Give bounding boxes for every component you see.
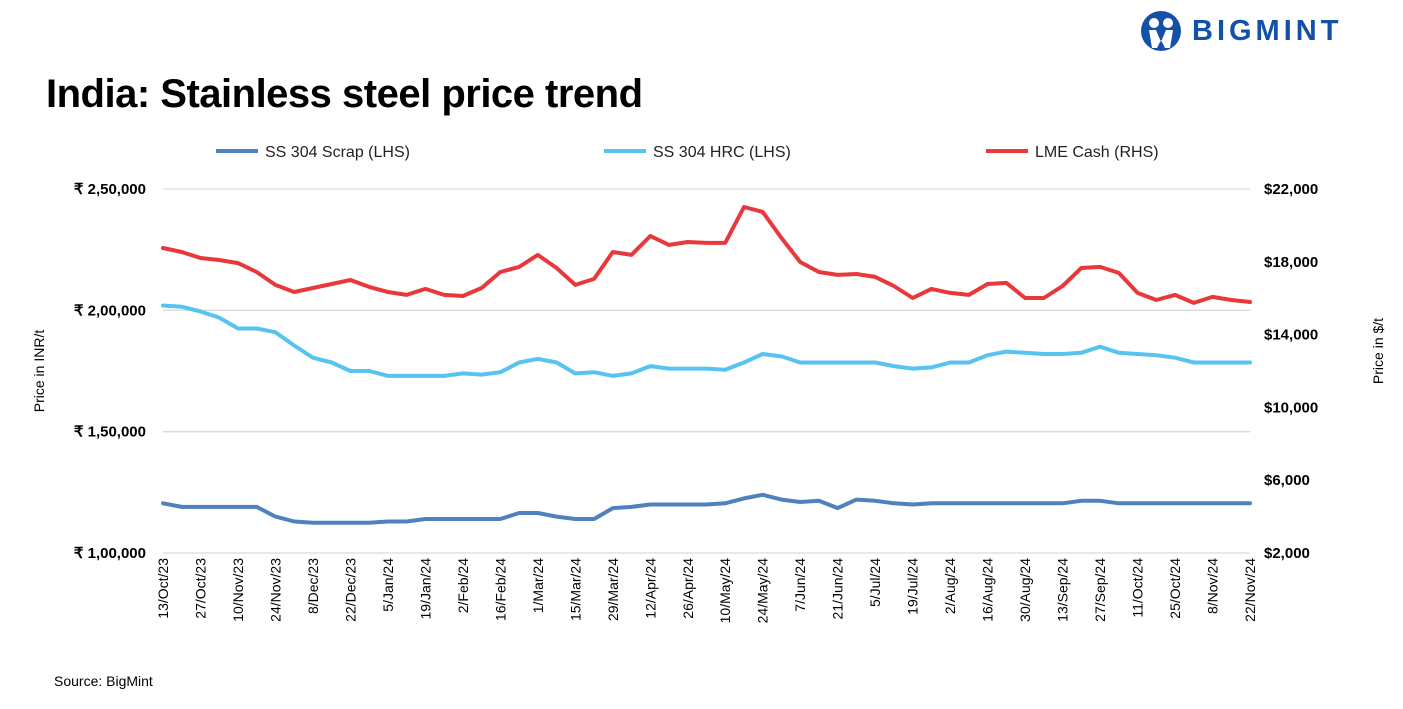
left-tick-label: ₹ 2,50,000 bbox=[74, 181, 146, 198]
x-tick-label: 5/Jul/24 bbox=[867, 558, 883, 607]
x-tick-label: 24/Nov/23 bbox=[267, 558, 283, 622]
right-axis-label: Price in $/t bbox=[1370, 318, 1386, 384]
x-tick-label: 1/Mar/24 bbox=[530, 558, 546, 613]
right-tick-label: $2,000 bbox=[1264, 545, 1310, 562]
chart-title: India: Stainless steel price trend bbox=[46, 72, 643, 116]
source-note: Source: BigMint bbox=[54, 673, 153, 689]
series-line-2 bbox=[161, 205, 1252, 305]
legend-label: LME Cash (RHS) bbox=[1035, 144, 1159, 161]
x-tick-label: 12/Apr/24 bbox=[642, 558, 658, 619]
legend-label: SS 304 Scrap (LHS) bbox=[265, 144, 410, 161]
x-tick-label: 29/Mar/24 bbox=[605, 558, 621, 621]
x-tick-label: 11/Oct/24 bbox=[1130, 558, 1146, 618]
left-tick-label: ₹ 1,00,000 bbox=[74, 545, 146, 562]
legend-item: SS 304 Scrap (LHS) bbox=[216, 144, 410, 161]
legend: SS 304 Scrap (LHS) SS 304 HRC (LHS) LME Ca… bbox=[216, 144, 1159, 161]
left-tick-label: ₹ 2,00,000 bbox=[74, 302, 146, 319]
x-tick-label: 16/Feb/24 bbox=[492, 558, 508, 621]
legend-item: SS 304 HRC (LHS) bbox=[604, 144, 791, 161]
bigmint-logo-text: BIGMINT bbox=[1192, 14, 1343, 47]
x-tick-label: 8/Dec/23 bbox=[305, 558, 321, 614]
bigmint-logo: BIGMINT bbox=[1140, 10, 1342, 52]
x-tick-label: 15/Mar/24 bbox=[567, 558, 583, 621]
x-tick-label: 24/May/24 bbox=[755, 558, 771, 624]
x-tick-label: 13/Oct/23 bbox=[155, 558, 171, 619]
x-tick-label: 22/Nov/24 bbox=[1242, 558, 1258, 622]
right-tick-label: $22,000 bbox=[1264, 181, 1318, 198]
x-axis-ticks: 13/Oct/23 27/Oct/23 10/Nov/23 24/Nov/23 8/De… bbox=[155, 558, 1258, 624]
legend-label: SS 304 HRC (LHS) bbox=[653, 144, 791, 161]
x-tick-label: 5/Jan/24 bbox=[380, 558, 396, 612]
x-tick-label: 30/Aug/24 bbox=[1017, 558, 1033, 622]
right-axis-ticks: $2,000 $6,000 $10,000 $14,000 $18,000 $22,000 bbox=[1264, 181, 1318, 562]
x-tick-label: 8/Nov/24 bbox=[1205, 558, 1221, 614]
x-tick-label: 10/Nov/23 bbox=[230, 558, 246, 622]
x-tick-label: 2/Aug/24 bbox=[942, 558, 958, 614]
left-axis-label: Price in INR/t bbox=[31, 330, 47, 413]
x-tick-label: 19/Jan/24 bbox=[417, 558, 433, 620]
x-tick-label: 26/Apr/24 bbox=[680, 558, 696, 619]
x-tick-label: 27/Oct/23 bbox=[192, 558, 208, 619]
x-tick-label: 25/Oct/24 bbox=[1167, 558, 1183, 619]
series-lines bbox=[161, 205, 1252, 525]
x-tick-label: 2/Feb/24 bbox=[455, 558, 471, 613]
right-tick-label: $6,000 bbox=[1264, 472, 1310, 489]
x-tick-label: 13/Sep/24 bbox=[1055, 558, 1071, 622]
right-tick-label: $10,000 bbox=[1264, 399, 1318, 416]
left-axis-ticks: ₹ 1,00,000 ₹ 1,50,000 ₹ 2,00,000 ₹ 2,50,000 bbox=[74, 181, 146, 562]
x-tick-label: 10/May/24 bbox=[717, 558, 733, 624]
series-line-0 bbox=[161, 492, 1252, 525]
gridlines bbox=[163, 188, 1250, 554]
series-line-1 bbox=[161, 303, 1252, 378]
x-tick-label: 16/Aug/24 bbox=[980, 558, 996, 622]
legend-item: LME Cash (RHS) bbox=[986, 144, 1159, 161]
x-tick-label: 21/Jun/24 bbox=[830, 558, 846, 620]
bigmint-logo-icon bbox=[1141, 11, 1181, 51]
x-tick-label: 27/Sep/24 bbox=[1092, 558, 1108, 622]
x-tick-label: 19/Jul/24 bbox=[905, 558, 921, 615]
left-tick-label: ₹ 1,50,000 bbox=[74, 424, 146, 441]
x-tick-label: 7/Jun/24 bbox=[792, 558, 808, 612]
right-tick-label: $14,000 bbox=[1264, 327, 1318, 344]
x-tick-label: 22/Dec/23 bbox=[342, 558, 358, 622]
right-tick-label: $18,000 bbox=[1264, 254, 1318, 271]
